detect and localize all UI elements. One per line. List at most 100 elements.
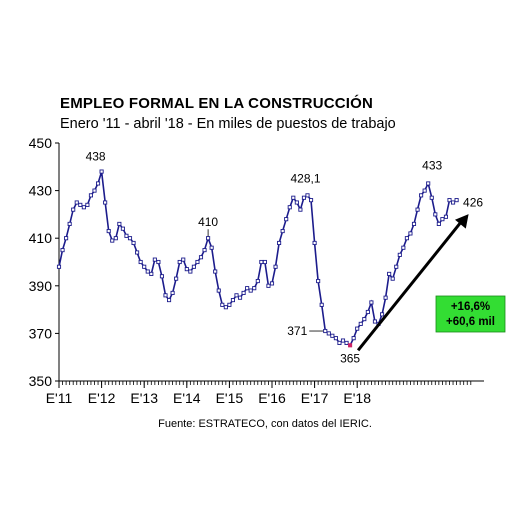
data-point (316, 278, 321, 284)
source-note: Fuente: ESTRATECO, con datos del IERIC. (158, 418, 372, 430)
x-tick-label: E'17 (301, 390, 329, 406)
growth-box (435, 295, 506, 333)
data-point (351, 336, 356, 341)
data-point (440, 217, 445, 222)
data-point (401, 245, 406, 250)
data-point (241, 290, 246, 295)
data-point (138, 259, 143, 265)
y-tick-label: 430 (29, 183, 53, 199)
data-point (135, 250, 140, 255)
data-point (88, 193, 93, 198)
data-point (120, 226, 125, 231)
data-point (277, 240, 282, 246)
data-point (333, 336, 338, 341)
data-point (443, 214, 449, 219)
y-tick-label: 390 (29, 278, 53, 294)
data-point (436, 221, 441, 226)
data-point (404, 236, 409, 241)
data-point (149, 271, 154, 276)
data-point (415, 207, 420, 212)
data-point (113, 236, 118, 241)
data-point (188, 269, 193, 274)
series-layer (56, 169, 459, 348)
data-point (117, 221, 122, 226)
y-tick-label: 410 (29, 230, 53, 246)
data-point (340, 338, 346, 343)
data-point (177, 259, 182, 265)
annotation-label: 371 (287, 324, 307, 338)
data-point (156, 259, 161, 265)
x-tick-label: E'12 (88, 390, 116, 406)
trend-arrow-head (455, 214, 469, 229)
annotation-label: 426 (463, 196, 483, 210)
data-point (60, 248, 65, 253)
data-point (355, 326, 360, 331)
annotation-label: 365 (340, 351, 360, 365)
data-point (365, 309, 370, 315)
data-point (145, 269, 150, 274)
data-point (170, 290, 175, 295)
data-point (124, 233, 129, 238)
data-point (447, 198, 452, 203)
data-point (323, 328, 328, 334)
data-point (64, 236, 69, 241)
axes: 350 370 390 410 430 450 E'11 E'12 E'13 E'14 E'15 E'… (29, 135, 484, 406)
annotation-label: 428,1 (290, 171, 320, 185)
data-point (198, 255, 204, 260)
data-point (92, 188, 97, 193)
growth-amount-label: +60,6 mil (446, 316, 495, 328)
data-point (195, 259, 200, 265)
data-point (269, 281, 275, 286)
data-point (191, 264, 196, 269)
data-point (181, 257, 186, 262)
data-point (259, 259, 264, 265)
data-point (284, 217, 289, 222)
data-point (252, 286, 257, 291)
chart-subtitle: Enero '11 - abril '18 - En miles de pues… (60, 116, 396, 132)
data-point (454, 198, 459, 203)
data-point (262, 259, 267, 265)
data-point (234, 293, 239, 298)
data-point (78, 202, 83, 207)
data-point (422, 188, 427, 193)
data-point (81, 205, 86, 210)
data-point (71, 207, 76, 212)
trend-arrow-line (356, 219, 464, 352)
x-tick-label: E'14 (173, 390, 201, 406)
data-point (330, 333, 335, 338)
data-point (237, 295, 243, 300)
data-point (358, 321, 363, 326)
data-point (248, 288, 253, 293)
data-point (362, 317, 367, 322)
data-point (387, 271, 392, 276)
data-point (305, 193, 310, 198)
data-point (85, 202, 90, 207)
data-point (372, 319, 378, 324)
x-tick-label: E'16 (258, 390, 286, 406)
data-point (95, 181, 101, 186)
data-point (369, 300, 374, 305)
series-line (58, 171, 458, 347)
annotation-label: 438 (86, 150, 106, 164)
data-point (397, 252, 402, 257)
data-point (174, 276, 179, 281)
data-point (227, 302, 232, 307)
data-point (411, 221, 417, 226)
data-point (209, 245, 214, 250)
data-point (74, 200, 79, 205)
data-point (131, 240, 136, 246)
data-point (280, 229, 285, 234)
data-point (426, 181, 431, 186)
data-point (319, 302, 324, 307)
data-point (429, 195, 434, 200)
data-point (326, 331, 331, 336)
data-point (110, 238, 115, 243)
data-point (159, 274, 165, 279)
data-point (394, 264, 399, 269)
annotations-layer: 438 410 428,1 371 365 433 426 +16,6% +60,6 mil (86, 150, 506, 365)
data-point (348, 343, 353, 348)
data-point (99, 169, 104, 174)
y-tick-label: 350 (29, 373, 53, 389)
y-tick-label: 370 (29, 325, 53, 341)
